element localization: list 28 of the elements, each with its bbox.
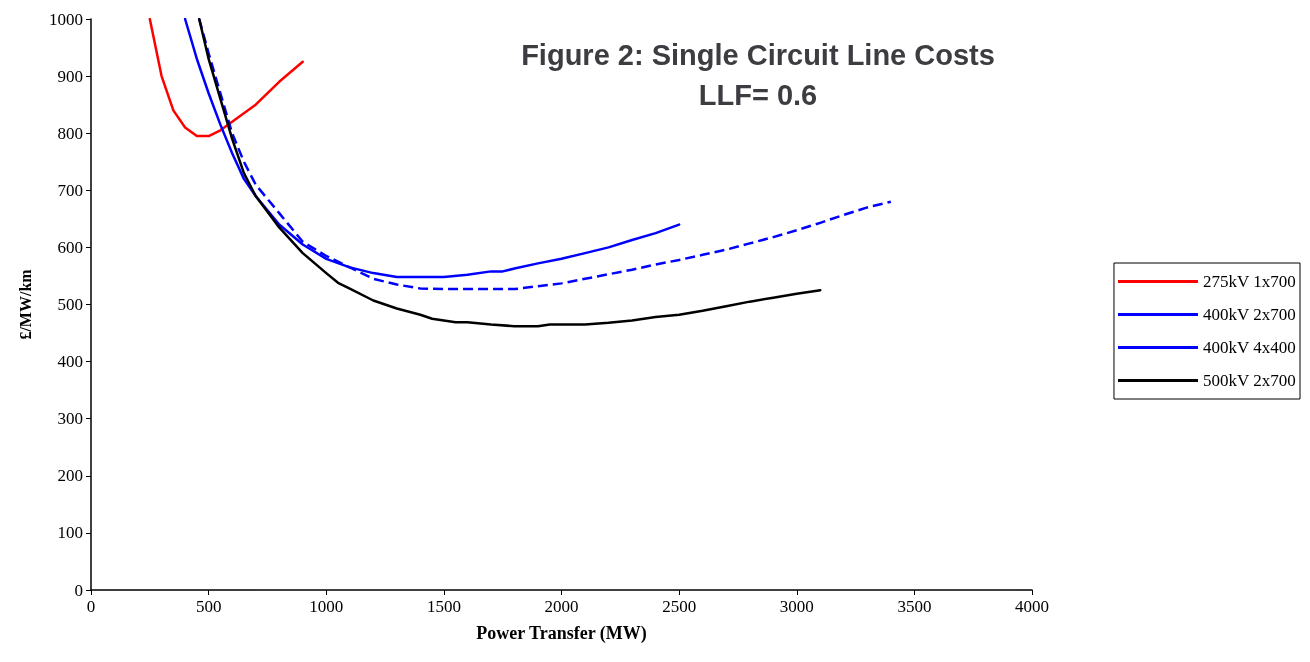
x-axis-title: Power Transfer (MW) bbox=[476, 623, 647, 644]
x-tick-label: 3000 bbox=[779, 597, 814, 616]
x-tick-label: 500 bbox=[195, 597, 222, 616]
x-tick-label: 0 bbox=[86, 597, 96, 616]
x-tick-label: 1000 bbox=[309, 597, 344, 616]
line-series bbox=[148, 17, 304, 138]
legend-label: 275kV 1x700 bbox=[1202, 272, 1296, 291]
y-tick-label: 300 bbox=[57, 409, 83, 429]
x-tick-label: 4000 bbox=[1015, 597, 1049, 616]
y-tick-label: 500 bbox=[57, 295, 83, 314]
y-tick-label: 1000 bbox=[49, 9, 83, 29]
legend-label: 400kV 4x400 bbox=[1202, 338, 1296, 357]
y-tick-label: 900 bbox=[57, 66, 83, 86]
y-tick-label: 0 bbox=[74, 580, 83, 600]
y-axis-title: £/MW/km bbox=[16, 268, 34, 340]
y-tick-label: 200 bbox=[57, 466, 83, 486]
text: Figure 2: Single Circuit Line Costs LLF= 0.6 bbox=[521, 39, 995, 111]
legend-label: 500kV 2x700 bbox=[1202, 371, 1296, 390]
x-tick-label: 2500 bbox=[662, 597, 697, 616]
x-tick-label: 3500 bbox=[897, 597, 932, 616]
y-tick-label: 600 bbox=[57, 237, 83, 257]
x-tick-label: 1500 bbox=[426, 597, 461, 616]
y-tick-label: 100 bbox=[57, 523, 83, 543]
y-tick-label: 700 bbox=[57, 180, 83, 200]
y-tick-label: 800 bbox=[57, 123, 83, 143]
x-tick-label: 2000 bbox=[544, 597, 579, 616]
y-tick-label: 400 bbox=[57, 352, 83, 372]
legend-label: 400kV 2x700 bbox=[1202, 305, 1296, 324]
